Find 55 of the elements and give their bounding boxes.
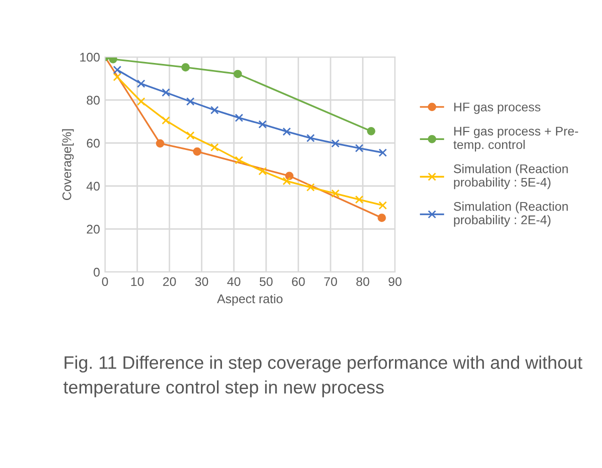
point: [234, 114, 244, 122]
point: [162, 88, 170, 97]
point: [234, 156, 244, 164]
y-tick-label: 40: [86, 182, 100, 191]
point: [192, 147, 202, 156]
point: [156, 139, 164, 148]
x-axis-title: Aspect ratio: [217, 294, 282, 306]
x-tick-label: 40: [227, 277, 240, 286]
point: [258, 167, 267, 176]
y-tick-label: 20: [86, 224, 100, 234]
point: [113, 66, 122, 74]
caption: Fig. 11 Difference in step coverage performance with and without temperature control step in new process: [63, 356, 582, 398]
legend-label: Simulation (Reaction probability : 5E-4): [454, 164, 568, 190]
x-tick-label: 10: [131, 277, 144, 286]
point: [355, 195, 364, 204]
point: [378, 214, 386, 222]
legend-label: HF gas process: [454, 102, 540, 114]
x-tick-label: 70: [324, 277, 338, 286]
x-tick-label: 80: [356, 277, 370, 286]
x-tick-label: 0: [102, 277, 108, 286]
point: [210, 106, 219, 114]
legend-label: HF gas process + Pre-temp. control: [453, 126, 578, 152]
y-tick-label: 0: [94, 268, 100, 277]
x-tick-label: 50: [260, 277, 273, 286]
legend-label: Simulation (Reaction probability : 2E-4): [454, 202, 568, 227]
y-tick-label: 80: [86, 96, 100, 105]
point: [306, 134, 315, 142]
point: [366, 127, 376, 136]
point: [331, 139, 340, 148]
point: [210, 143, 219, 152]
point: [234, 70, 242, 78]
point: [331, 189, 340, 198]
point: [282, 176, 291, 186]
point: [258, 120, 267, 128]
y-tick-label: 100: [80, 52, 100, 62]
y-tick-label: 60: [86, 138, 100, 148]
point: [113, 72, 122, 82]
point: [186, 131, 195, 140]
point: [162, 116, 170, 125]
x-tick-label: 30: [195, 277, 208, 286]
point: [186, 97, 195, 106]
point: [306, 183, 315, 192]
x-tick-label: 90: [388, 277, 402, 286]
point: [181, 63, 190, 72]
point: [378, 148, 387, 157]
point: [285, 172, 294, 180]
point: [378, 201, 387, 210]
point: [108, 57, 118, 64]
point: [136, 79, 146, 88]
y-axis-title: Coverage[%]: [62, 129, 74, 200]
x-tick-label: 20: [163, 277, 176, 286]
point: [355, 144, 364, 152]
point: [282, 127, 291, 136]
point: [136, 97, 146, 106]
x-tick-label: 60: [292, 277, 305, 286]
